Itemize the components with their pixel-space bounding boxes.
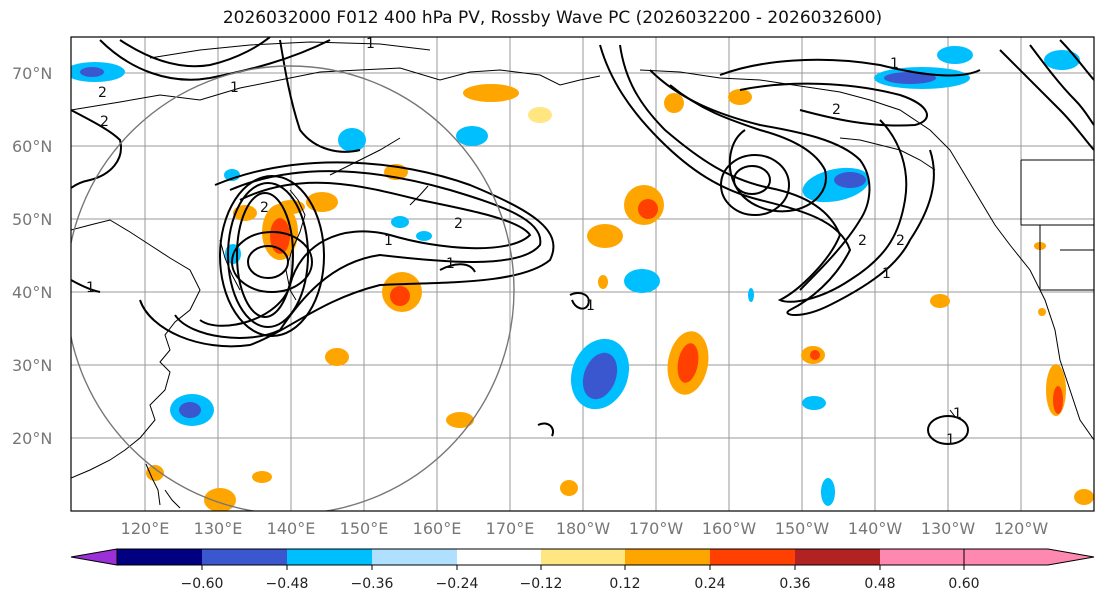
contour-label: 2 — [100, 114, 109, 130]
contour-label: 2 — [832, 102, 841, 118]
contour-label: 1 — [946, 432, 955, 448]
contour-label: 1 — [86, 280, 95, 296]
lon-label: 140°E — [267, 519, 316, 538]
colorbar-segment — [457, 549, 541, 565]
contour-label: 1 — [230, 80, 239, 96]
colorbar-segment — [372, 549, 457, 565]
contour-label: 1 — [384, 233, 393, 249]
lon-label: 120°W — [994, 519, 1049, 538]
colorbar: −0.60 −0.48 −0.36 −0.24 −0.12 0.12 0.24 … — [70, 548, 1095, 592]
map-title: 2026032000 F012 400 hPa PV, Rossby Wave … — [222, 8, 883, 28]
colorbar-tick-label: 0.36 — [779, 576, 810, 592]
colorbar-segment — [117, 549, 202, 565]
colorbar-tick-label: −0.36 — [351, 576, 394, 592]
lon-label: 180°W — [556, 519, 611, 538]
contour-label: 2 — [98, 85, 107, 101]
colorbar-tick-label: −0.24 — [436, 576, 479, 592]
colorbar-segment — [880, 549, 964, 565]
highlight-circle — [71, 65, 515, 511]
colorbar-tick-label: 0.48 — [864, 576, 895, 592]
colorbar-tick-label: −0.12 — [520, 576, 563, 592]
contour-label: 1 — [882, 266, 891, 282]
lat-label: 20°N — [12, 429, 52, 448]
colorbar-segment — [202, 549, 287, 565]
colorbar-segment — [541, 549, 625, 565]
lon-label: 160°W — [702, 519, 757, 538]
lon-label: 160°E — [413, 519, 462, 538]
colorbar-tick-label: 0.24 — [694, 576, 725, 592]
lon-label: 170°W — [629, 519, 684, 538]
contour-label: 2 — [896, 233, 905, 249]
colorbar-segment — [795, 549, 880, 565]
lon-label: 150°E — [340, 519, 389, 538]
lon-label: 120°E — [121, 519, 170, 538]
latitude-labels: 70°N 60°N 50°N 40°N 30°N 20°N — [12, 64, 52, 448]
graticule — [71, 37, 1094, 511]
contour-label: 1 — [446, 256, 455, 272]
lon-label: 150°W — [775, 519, 830, 538]
lat-label: 60°N — [12, 137, 52, 156]
contour-labels: 1 2 1 2 1 2 1 2 1 2 1 2 1 1 2 1 1 — [86, 36, 962, 448]
colorbar-tick-label: −0.48 — [266, 576, 309, 592]
contour-label: 2 — [454, 216, 463, 232]
contour-label: 1 — [890, 56, 899, 72]
lat-label: 40°N — [12, 283, 52, 302]
longitude-labels: 120°E 130°E 140°E 150°E 160°E 170°E 180°… — [121, 519, 1049, 538]
contour-label: 1 — [586, 298, 595, 314]
pv-shading — [71, 46, 1094, 511]
map-frame — [70, 36, 1095, 512]
contour-label: 2 — [260, 200, 269, 216]
colorbar-segment — [625, 549, 710, 565]
lat-label: 30°N — [12, 356, 52, 375]
lat-label: 70°N — [12, 64, 52, 83]
lon-label: 130°E — [194, 519, 243, 538]
contour-label: 2 — [858, 233, 867, 249]
colorbar-extend-right — [963, 548, 1095, 566]
pv-contours — [71, 37, 1094, 445]
colorbar-tick-label: −0.60 — [181, 576, 224, 592]
lat-label: 50°N — [12, 210, 52, 229]
contour-label: 1 — [366, 36, 375, 52]
colorbar-extend-left — [70, 548, 118, 566]
colorbar-tick-label: 0.12 — [609, 576, 640, 592]
colorbar-tick-label: 0.60 — [948, 576, 979, 592]
contour-label: 1 — [953, 406, 962, 422]
lon-label: 130°W — [921, 519, 976, 538]
colorbar-segment — [287, 549, 372, 565]
lon-label: 170°E — [486, 519, 535, 538]
lon-label: 140°W — [848, 519, 903, 538]
colorbar-segment — [710, 549, 795, 565]
